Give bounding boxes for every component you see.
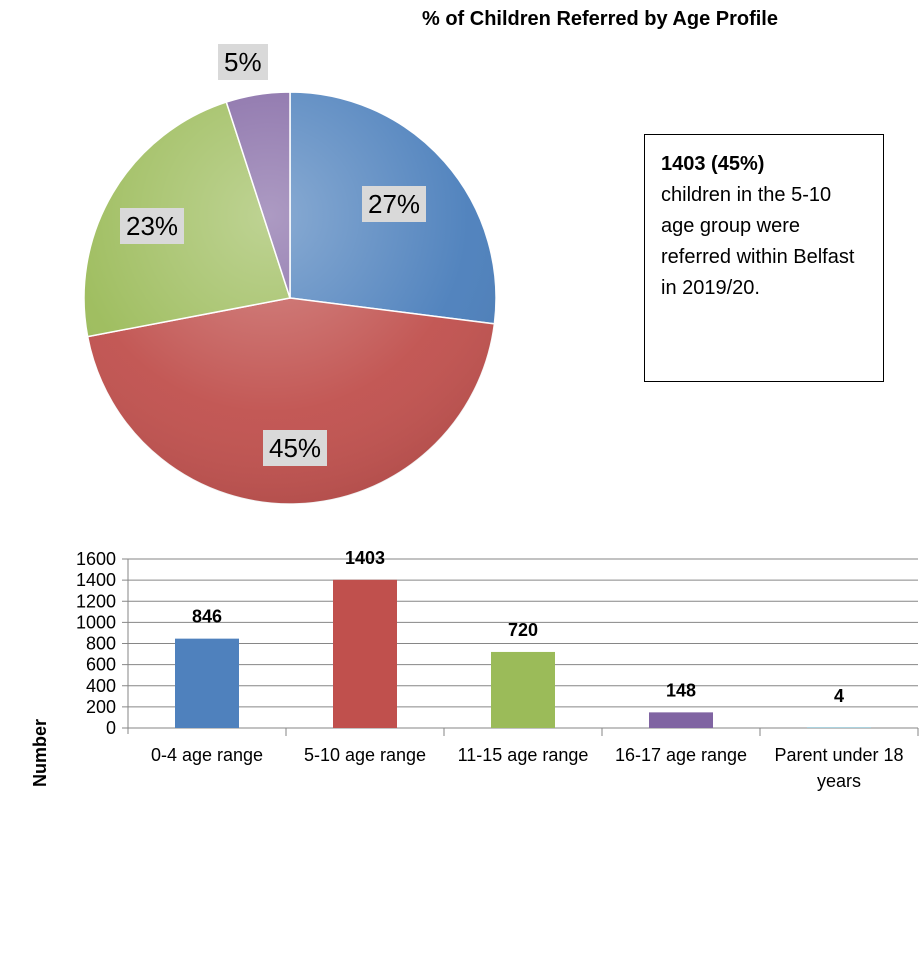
bar-data-label: 720 <box>508 620 538 640</box>
x-tick-label: 11-15 age range <box>457 745 589 765</box>
bar <box>649 712 713 728</box>
y-tick-label: 1200 <box>76 591 116 611</box>
pie-slice-label: 23% <box>120 208 185 244</box>
bar <box>333 579 397 728</box>
pie-chart-title: % of Children Referred by Age Profile <box>422 8 778 30</box>
bar <box>175 638 239 728</box>
pie-slice-label: 5% <box>218 44 268 80</box>
y-tick-label: 400 <box>86 676 116 696</box>
y-tick-label: 1000 <box>76 612 116 632</box>
y-axis-label: Number <box>30 719 50 787</box>
x-tick-label: 0-4 age range <box>150 745 264 765</box>
pie-slice-label: 27% <box>362 186 427 222</box>
callout-highlight: 1403 (45%) <box>661 153 765 175</box>
y-tick-label: 1600 <box>76 549 116 569</box>
bar-data-label: 4 <box>834 686 844 706</box>
x-tick-label: Parent under 18 years <box>774 745 904 791</box>
x-tick-label: 16-17 age range <box>614 745 748 765</box>
y-tick-label: 800 <box>86 634 116 654</box>
pie-slice-label: 45% <box>263 430 328 466</box>
y-tick-label: 1400 <box>76 570 116 590</box>
y-tick-label: 0 <box>106 718 116 738</box>
y-tick-label: 600 <box>86 655 116 675</box>
callout-box: 1403 (45%) children in the 5-10 age grou… <box>644 134 884 382</box>
bar-data-label: 1403 <box>345 548 385 568</box>
bar-data-label: 148 <box>666 680 696 700</box>
bar-data-label: 846 <box>192 607 222 627</box>
y-tick-label: 200 <box>86 697 116 717</box>
bar <box>491 651 555 728</box>
callout-text: children in the 5-10 age group were refe… <box>661 184 855 299</box>
x-tick-label: 5-10 age range <box>303 745 427 765</box>
